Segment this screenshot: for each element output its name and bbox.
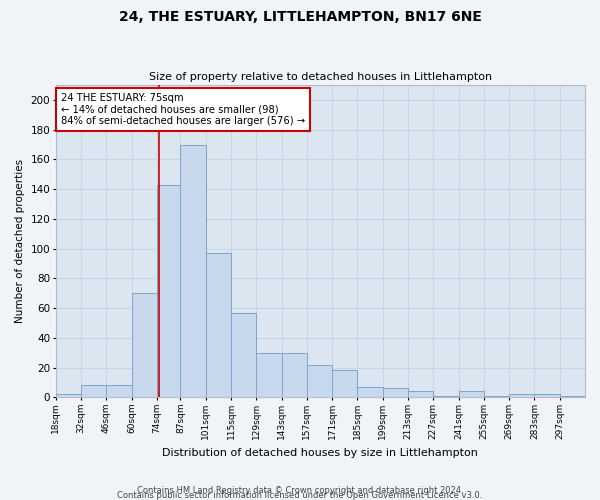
Bar [81,386,106,397]
Bar [206,253,231,397]
Bar [181,144,206,397]
Bar [56,394,81,397]
Bar [458,392,484,397]
Text: 24, THE ESTUARY, LITTLEHAMPTON, BN17 6NE: 24, THE ESTUARY, LITTLEHAMPTON, BN17 6NE [119,10,481,24]
Bar [433,396,458,397]
Bar [256,352,281,397]
X-axis label: Distribution of detached houses by size in Littlehampton: Distribution of detached houses by size … [163,448,478,458]
Bar [484,396,509,397]
Bar [157,184,181,397]
Bar [132,293,157,397]
Text: 24 THE ESTUARY: 75sqm
← 14% of detached houses are smaller (98)
84% of semi-deta: 24 THE ESTUARY: 75sqm ← 14% of detached … [61,93,305,126]
Bar [231,312,256,397]
Bar [509,394,535,397]
Bar [281,352,307,397]
Bar [408,392,433,397]
Bar [560,396,585,397]
Text: Contains public sector information licensed under the Open Government Licence v3: Contains public sector information licen… [118,491,482,500]
Text: Contains HM Land Registry data © Crown copyright and database right 2024.: Contains HM Land Registry data © Crown c… [137,486,463,495]
Bar [358,387,383,397]
Bar [535,394,560,397]
Title: Size of property relative to detached houses in Littlehampton: Size of property relative to detached ho… [149,72,492,82]
Bar [383,388,408,397]
Bar [307,364,332,397]
Y-axis label: Number of detached properties: Number of detached properties [15,159,25,323]
Bar [332,370,358,397]
Bar [106,386,132,397]
